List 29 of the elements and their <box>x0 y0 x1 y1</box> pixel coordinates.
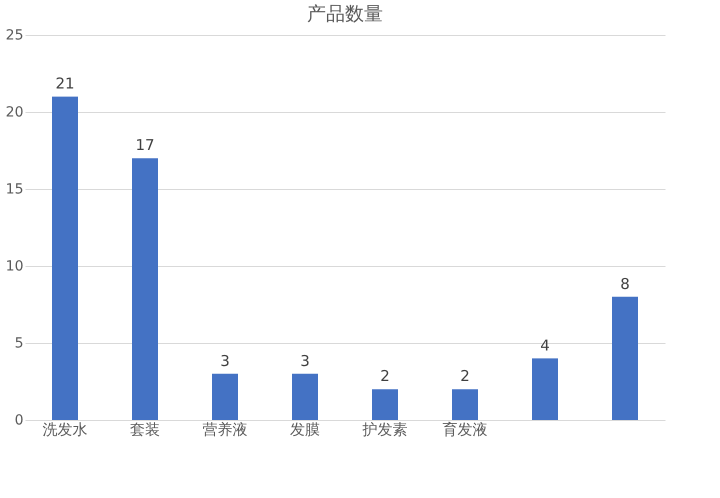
bar <box>52 96 78 420</box>
x-tick-label: 套装 <box>130 420 160 438</box>
x-tick-label: 营养液 <box>202 420 248 438</box>
bar <box>212 374 238 420</box>
bar <box>452 389 478 420</box>
data-label: 3 <box>300 352 310 370</box>
x-tick-label: 护发素 <box>362 420 408 438</box>
y-tick-label: 15 <box>6 182 24 198</box>
y-tick-label: 10 <box>6 258 24 274</box>
bar <box>132 158 158 420</box>
bar <box>532 358 558 420</box>
data-label: 4 <box>540 336 550 354</box>
x-tick-label: 洗发水 <box>42 420 88 438</box>
y-tick-label: 20 <box>6 104 24 120</box>
bar <box>372 389 398 420</box>
data-label: 3 <box>220 352 230 370</box>
y-tick-label: 5 <box>14 336 24 352</box>
chart-title: 产品数量 <box>307 3 383 25</box>
data-label: 17 <box>135 136 155 154</box>
data-label: 8 <box>620 274 630 293</box>
bar <box>292 374 318 420</box>
y-tick-label: 0 <box>14 412 24 428</box>
data-label: 2 <box>380 367 390 386</box>
bar <box>612 296 638 420</box>
x-tick-label: 发膜 <box>290 420 320 438</box>
data-label: 2 <box>460 367 470 386</box>
data-label: 21 <box>55 74 75 93</box>
y-tick-label: 25 <box>6 28 24 44</box>
x-tick-label: 育发液 <box>442 420 488 438</box>
